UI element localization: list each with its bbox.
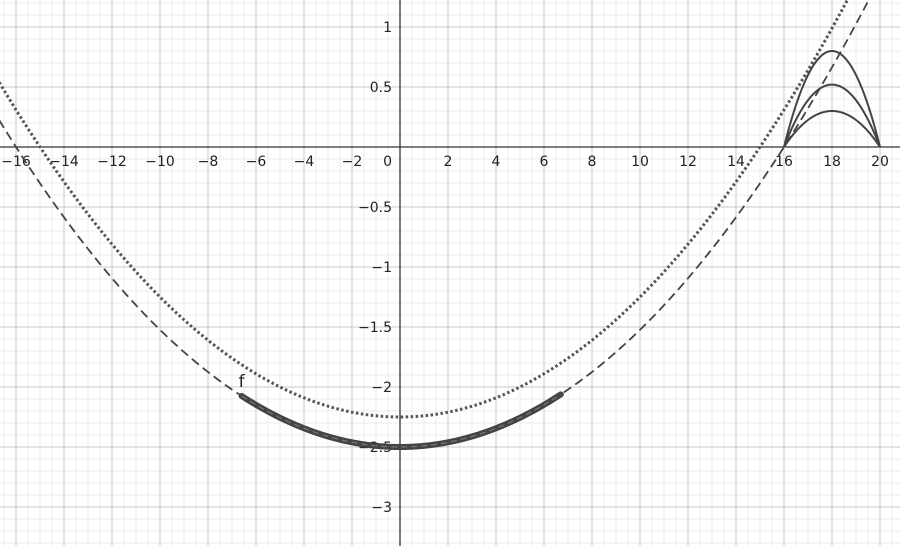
x-tick-label: 2 xyxy=(444,154,453,170)
x-tick-label: −2 xyxy=(342,154,363,170)
x-tick-label: 4 xyxy=(492,154,501,170)
curve-solid-3 xyxy=(783,50,881,148)
curve-solid-4 xyxy=(783,83,881,148)
x-tick-label: 8 xyxy=(588,154,597,170)
x-tick-label: −12 xyxy=(97,154,127,170)
curve-f-overlay xyxy=(241,393,562,448)
x-tick-label: −10 xyxy=(145,154,175,170)
x-tick-label: 16 xyxy=(775,154,793,170)
tick-labels: −16 −14 −12 −10 −8 −6 −4 −2 2 4 6 8 10 12 14 16 18 2010.5… xyxy=(1,20,889,516)
x-tick-label: 18 xyxy=(823,154,841,170)
y-tick-label: −1 xyxy=(371,260,392,276)
x-tick-label: 12 xyxy=(679,154,697,170)
x-tick-label: −6 xyxy=(246,154,267,170)
y-tick-label: −0.5 xyxy=(358,200,392,216)
y-tick-label: 0.5 xyxy=(370,80,392,96)
x-tick-label: −8 xyxy=(198,154,219,170)
curve-solid-5 xyxy=(783,110,881,148)
y-tick-label: −3 xyxy=(371,500,392,516)
y-tick-label: 1 xyxy=(383,20,392,36)
x-tick-label: 6 xyxy=(540,154,549,170)
x-tick-label: −14 xyxy=(49,154,79,170)
y-tick-label: −1.5 xyxy=(358,320,392,336)
curve-dashed-0 xyxy=(0,0,870,448)
x-tick-label: −4 xyxy=(294,154,315,170)
x-tick-label: 20 xyxy=(871,154,889,170)
curves xyxy=(0,0,881,450)
x-tick-label: 14 xyxy=(727,154,745,170)
y-tick-label: −2 xyxy=(371,380,392,396)
x-tick-label: 10 xyxy=(631,154,649,170)
origin-label: 0 xyxy=(383,154,392,170)
function-label-f: f xyxy=(239,372,246,392)
